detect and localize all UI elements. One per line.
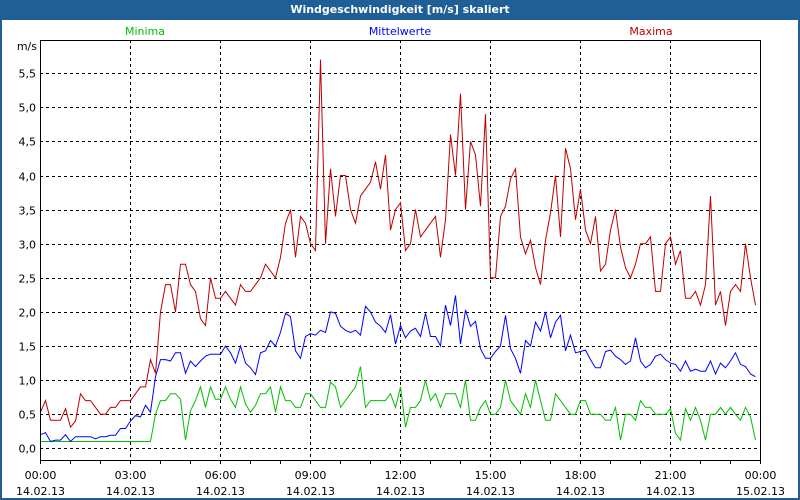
series-line-minima	[40, 366, 756, 442]
x-tick-time: 21:00	[655, 469, 687, 482]
x-tick-date: 14.02.13	[286, 485, 335, 498]
y-tick-label: 4,0	[19, 171, 37, 184]
y-tick-label: 3,0	[19, 239, 37, 252]
chart-title: Windgeschwindigkeit [m/s] skaliert	[290, 3, 510, 16]
axes	[40, 40, 761, 464]
x-tick-date: 14.02.13	[556, 485, 605, 498]
y-tick-label: 0,5	[19, 409, 37, 422]
y-tick-label: 2,0	[19, 307, 37, 320]
y-tick-label: 3,5	[19, 205, 37, 218]
series-line-maxima	[40, 59, 756, 429]
x-tick-time: 12:00	[385, 469, 417, 482]
y-tick-label: 1,0	[19, 375, 37, 388]
x-tick-time: 15:00	[475, 469, 507, 482]
y-tick-label: 4,5	[19, 136, 37, 149]
x-tick-date: 14.02.13	[376, 485, 425, 498]
x-tick-date: 15.02.13	[736, 485, 785, 498]
x-tick-date: 14.02.13	[196, 485, 245, 498]
window-title-bar: Windgeschwindigkeit [m/s] skaliert	[0, 0, 800, 20]
x-tick-time: 03:00	[115, 469, 147, 482]
legend-maxima: Maxima	[629, 25, 672, 38]
x-tick-date: 14.02.13	[646, 485, 695, 498]
legend-minima: Minima	[125, 25, 165, 38]
y-axis-unit: m/s	[17, 40, 37, 53]
x-tick-time: 00:00	[745, 469, 777, 482]
y-tick-label: 5,0	[19, 102, 37, 115]
y-tick-label: 5,5	[19, 68, 37, 81]
x-tick-date: 14.02.13	[16, 485, 65, 498]
plot-frame	[40, 40, 761, 461]
x-tick-time: 09:00	[295, 469, 327, 482]
y-tick-label: 2,5	[19, 273, 37, 286]
y-tick-label: 1,5	[19, 341, 37, 354]
y-tick-label: 0,0	[19, 443, 37, 456]
series-lines	[40, 59, 756, 443]
tick-labels: 0,0 0,5 1,0 1,5 2,0 2,5 3,0 3,5 4,0 4,5 5,0 5,5 00:0…	[16, 68, 785, 499]
x-tick-date: 14.02.13	[106, 485, 155, 498]
x-tick-time: 06:00	[205, 469, 237, 482]
x-tick-date: 14.02.13	[466, 485, 515, 498]
grid	[40, 40, 760, 460]
x-tick-time: 00:00	[25, 469, 57, 482]
x-tick-time: 18:00	[565, 469, 597, 482]
series-line-mittelwerte	[40, 295, 756, 443]
legend-mittelwerte: Mittelwerte	[369, 25, 432, 38]
